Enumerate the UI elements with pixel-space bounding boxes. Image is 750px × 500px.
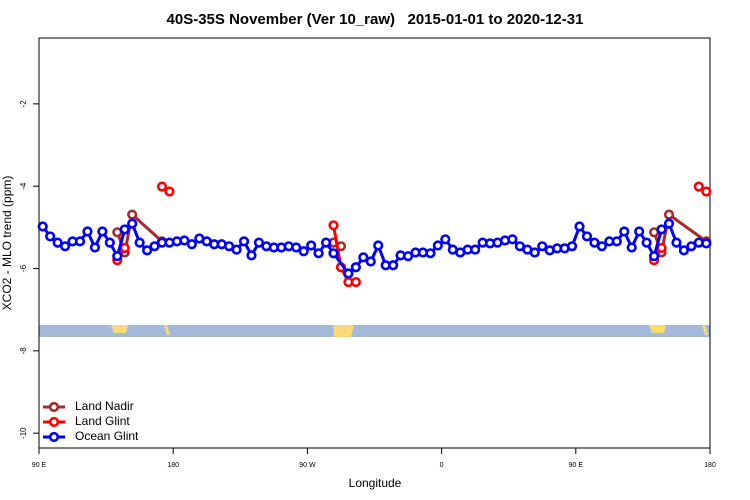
data-point — [253, 237, 265, 248]
data-point — [119, 224, 130, 235]
y-tick-label: -2 — [19, 100, 28, 108]
data-point — [611, 236, 622, 247]
data-point — [507, 234, 518, 245]
data-point — [388, 260, 399, 271]
data-point — [306, 240, 317, 251]
data-point — [365, 256, 376, 267]
data-point — [231, 244, 242, 255]
data-point — [112, 251, 123, 262]
x-tick-label: 90 E — [32, 462, 47, 469]
data-point — [97, 226, 108, 237]
data-point — [238, 236, 250, 247]
data-point — [634, 226, 645, 237]
data-point — [328, 248, 339, 259]
data-point — [343, 268, 354, 279]
data-point — [626, 242, 637, 253]
x-tick-label: 90 E — [569, 462, 584, 469]
data-point — [693, 181, 704, 192]
data-point — [37, 221, 48, 232]
y-axis-label: XCO2 - MLO trend (ppm) — [0, 176, 14, 311]
data-point — [581, 231, 593, 242]
legend-marker — [48, 416, 60, 428]
data-point — [432, 240, 443, 251]
data-point — [246, 250, 257, 261]
y-tick-label: -6 — [19, 264, 28, 272]
x-tick-label: 0 — [440, 462, 444, 469]
data-point — [313, 248, 324, 259]
data-point — [537, 241, 548, 252]
y-tick-label: -10 — [19, 427, 28, 439]
data-point — [164, 186, 175, 197]
legend-label: Ocean Glint — [75, 429, 139, 443]
data-point — [656, 224, 667, 235]
data-point — [291, 242, 302, 253]
data-point — [678, 245, 690, 256]
data-point — [701, 186, 712, 197]
land — [111, 325, 128, 333]
data-point — [529, 247, 540, 258]
data-point — [686, 241, 697, 252]
land — [164, 325, 170, 335]
data-point — [82, 226, 93, 237]
land — [702, 325, 708, 335]
data-point — [663, 218, 675, 229]
legend-label: Land Glint — [75, 414, 130, 428]
data-point — [142, 245, 153, 256]
legend-marker — [48, 401, 60, 413]
data-point — [298, 246, 309, 257]
data-point — [648, 251, 660, 262]
data-point — [52, 237, 63, 248]
data-point — [425, 248, 436, 259]
y-tick-label: -4 — [19, 182, 28, 190]
data-point — [619, 226, 630, 237]
y-tick-label: -8 — [19, 347, 28, 355]
data-point — [402, 251, 414, 262]
chart-title: 40S-35S November (Ver 10_raw) 2015-01-01… — [167, 11, 584, 28]
data-point — [119, 242, 130, 254]
land — [649, 325, 666, 333]
data-point — [127, 209, 138, 220]
data-point — [127, 218, 138, 229]
x-tick-label: 180 — [167, 462, 179, 469]
data-point — [671, 237, 682, 248]
data-point — [74, 236, 86, 247]
data-point — [350, 262, 361, 273]
data-point — [350, 277, 361, 288]
data-point — [89, 242, 101, 253]
data-point — [186, 239, 197, 250]
data-point — [320, 237, 332, 248]
x-axis-label: Longitude — [349, 476, 402, 490]
data-point — [470, 244, 481, 255]
data-point — [574, 221, 585, 232]
data-point — [328, 220, 339, 231]
data-point — [134, 237, 145, 248]
data-point — [156, 181, 168, 192]
data-point — [663, 209, 675, 220]
x-tick-label: 180 — [704, 462, 716, 469]
data-point — [701, 238, 712, 249]
data-point — [440, 234, 451, 245]
data-point — [179, 235, 190, 246]
legend-label: Land Nadir — [75, 399, 134, 413]
ocean-band — [39, 325, 710, 337]
data-point — [589, 237, 600, 248]
data-point — [59, 241, 71, 252]
data-point — [149, 241, 160, 252]
data-point — [656, 242, 667, 254]
data-point — [45, 231, 56, 242]
map-strip — [39, 325, 710, 337]
data-point — [373, 240, 384, 251]
land — [333, 325, 354, 337]
data-point — [641, 237, 652, 248]
x-tick-label: 90 W — [299, 462, 316, 469]
data-point — [358, 252, 369, 263]
data-point — [566, 241, 578, 252]
data-point — [104, 237, 115, 248]
data-point — [596, 241, 607, 252]
legend-marker — [48, 431, 60, 443]
